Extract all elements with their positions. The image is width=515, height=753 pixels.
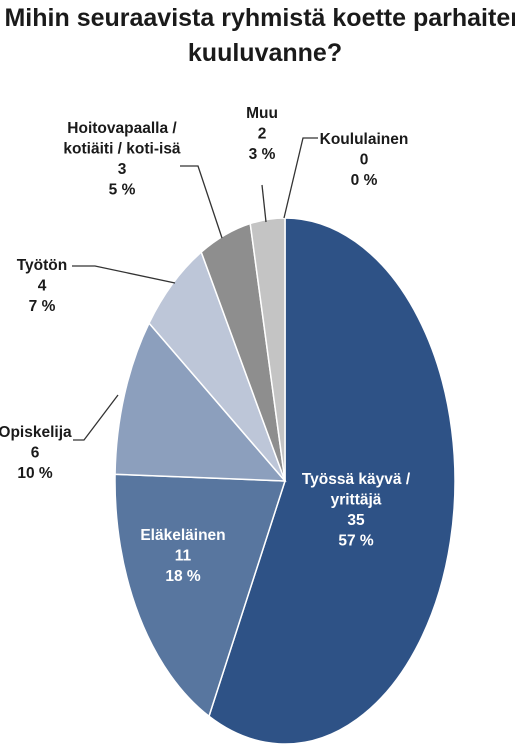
slice-label-percent: 10 % [17, 465, 53, 482]
slice-label-count: 6 [31, 445, 40, 462]
slice-label: Eläkeläinen 11 18 % [140, 527, 225, 585]
slice-label-name: Eläkeläinen [140, 527, 225, 544]
slice-label-name: yrittäjä [331, 492, 382, 509]
slice-label-count: 11 [175, 548, 192, 565]
pie-slices [114, 217, 456, 745]
slice-label-count: 0 [360, 152, 369, 169]
chart-title-line-2: kuuluvanne? [188, 39, 342, 67]
pie-slice [114, 473, 287, 718]
leader-line [180, 165, 223, 239]
slice-label-name: Muu [246, 105, 278, 122]
slice-label: Työssä käyvä / yrittäjä 35 57 % [302, 471, 411, 550]
leader-line [73, 394, 119, 441]
slice-label-name: Työtön [17, 257, 68, 274]
slice-label-count: 4 [38, 278, 47, 295]
slice-label-name: Koululainen [320, 131, 409, 148]
slice-label-name: Hoitovapaalla / [67, 120, 177, 137]
slice-label-percent: 5 % [109, 182, 136, 199]
slice-label: Koululainen 0 0 % [320, 131, 409, 189]
slice-label-count: 2 [258, 126, 267, 143]
slice-label-name: Opiskelija [0, 424, 72, 441]
pie-slice [249, 217, 286, 482]
slice-label: Muu 2 3 % [246, 105, 278, 163]
slice-label: Työtön 4 7 % [17, 257, 68, 315]
slice-label-count: 3 [118, 161, 127, 178]
leader-line [283, 137, 318, 219]
slice-label-count: 35 [347, 512, 365, 529]
pie-slice [148, 250, 286, 482]
slice-label-percent: 57 % [338, 533, 374, 550]
slice-label-percent: 0 % [351, 172, 378, 189]
slice-label-name: kotiäiti / koti-isä [63, 141, 181, 158]
leader-lines [72, 137, 318, 441]
leader-line [261, 184, 267, 223]
slice-label: Opiskelija 6 10 % [0, 424, 72, 482]
chart-title: Mihin seuraavista ryhmistä koette parhai… [4, 4, 515, 67]
slice-label-name: Työssä käyvä / [302, 471, 411, 488]
pie-slice [208, 217, 456, 745]
slice-label: Hoitovapaalla / kotiäiti / koti-isä 3 5 % [63, 120, 181, 199]
slice-label-percent: 3 % [249, 146, 276, 163]
slice-label-percent: 7 % [29, 298, 56, 315]
slice-labels: Työssä käyvä / yrittäjä 35 57 % Eläkeläinen 1… [0, 105, 411, 585]
pie-slice [114, 321, 287, 482]
chart-title-line-1: Mihin seuraavista ryhmistä koette parhai… [4, 4, 515, 32]
slice-label-percent: 18 % [165, 568, 201, 585]
leader-line [72, 265, 176, 284]
